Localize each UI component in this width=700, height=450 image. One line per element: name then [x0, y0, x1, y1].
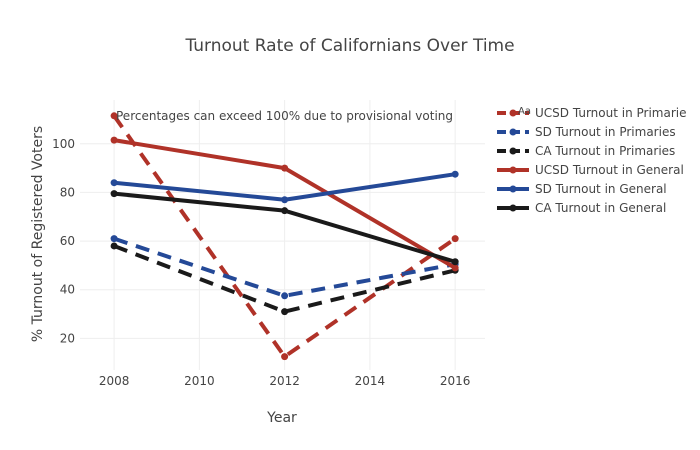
legend-item[interactable]: UCSD Turnout in Primarie	[497, 106, 686, 120]
series-line	[113, 244, 456, 314]
legend-item[interactable]: UCSD Turnout in General	[497, 163, 684, 177]
data-point	[281, 353, 289, 361]
legend[interactable]: UCSD Turnout in Primarie SD Turnout in Pr…	[497, 106, 686, 215]
data-point	[110, 235, 118, 243]
series-4	[110, 136, 459, 272]
chart-title: Turnout Rate of Californians Over Time	[184, 36, 514, 56]
series-line	[112, 114, 457, 359]
series-6	[110, 190, 459, 266]
data-point	[281, 196, 289, 204]
data-point	[110, 112, 118, 120]
series-5	[110, 170, 459, 204]
legend-label: CA Turnout in Primaries	[535, 144, 675, 158]
series-line	[113, 236, 456, 298]
legend-label: CA Turnout in General	[535, 201, 666, 215]
x-tick-label: 2016	[440, 374, 471, 388]
legend-marker	[509, 204, 517, 212]
y-tick-label: 60	[60, 234, 75, 248]
data-point	[451, 258, 459, 266]
chart-annotation: Percentages can exceed 100% due to provi…	[116, 109, 453, 123]
legend-label: SD Turnout in General	[535, 182, 667, 196]
data-point	[281, 164, 289, 172]
axis-ticks: 2008 2010 2012 2014 2016 20 40 60 80 100	[52, 137, 470, 388]
y-tick-label: 40	[60, 283, 75, 297]
y-axis-title: % Turnout of Registered Voters	[30, 126, 46, 342]
data-point	[281, 292, 289, 300]
legend-label: UCSD Turnout in Primarie	[535, 106, 686, 120]
legend-item[interactable]: SD Turnout in General	[497, 182, 667, 196]
legend-marker	[509, 109, 517, 117]
data-point	[110, 136, 118, 144]
x-tick-label: 2012	[269, 374, 300, 388]
data-point	[281, 207, 289, 215]
x-tick-label: 2014	[355, 374, 386, 388]
legend-annotation-marker: Aa	[518, 106, 531, 117]
data-point	[281, 308, 289, 316]
series-3	[110, 242, 459, 316]
legend-label: SD Turnout in Primaries	[535, 125, 676, 139]
legend-marker	[509, 128, 517, 136]
data-point	[451, 170, 459, 178]
data-point	[451, 235, 459, 243]
legend-marker	[509, 185, 517, 193]
y-tick-label: 80	[60, 185, 75, 199]
legend-item[interactable]: CA Turnout in Primaries	[497, 144, 675, 158]
legend-marker	[509, 147, 517, 155]
x-tick-label: 2010	[184, 374, 215, 388]
data-point	[110, 179, 118, 187]
series-1	[110, 112, 459, 361]
y-tick-label: 20	[60, 331, 75, 345]
x-tick-label: 2008	[99, 374, 130, 388]
data-point	[110, 242, 118, 250]
legend-marker	[509, 166, 517, 174]
legend-item[interactable]: CA Turnout in General	[497, 201, 666, 215]
legend-label: UCSD Turnout in General	[535, 163, 684, 177]
y-tick-label: 100	[52, 137, 75, 151]
data-point	[110, 190, 118, 198]
legend-item[interactable]: SD Turnout in Primaries	[497, 125, 676, 139]
x-axis-title: Year	[266, 410, 297, 426]
data-point	[451, 264, 459, 272]
series-lines	[110, 112, 459, 361]
